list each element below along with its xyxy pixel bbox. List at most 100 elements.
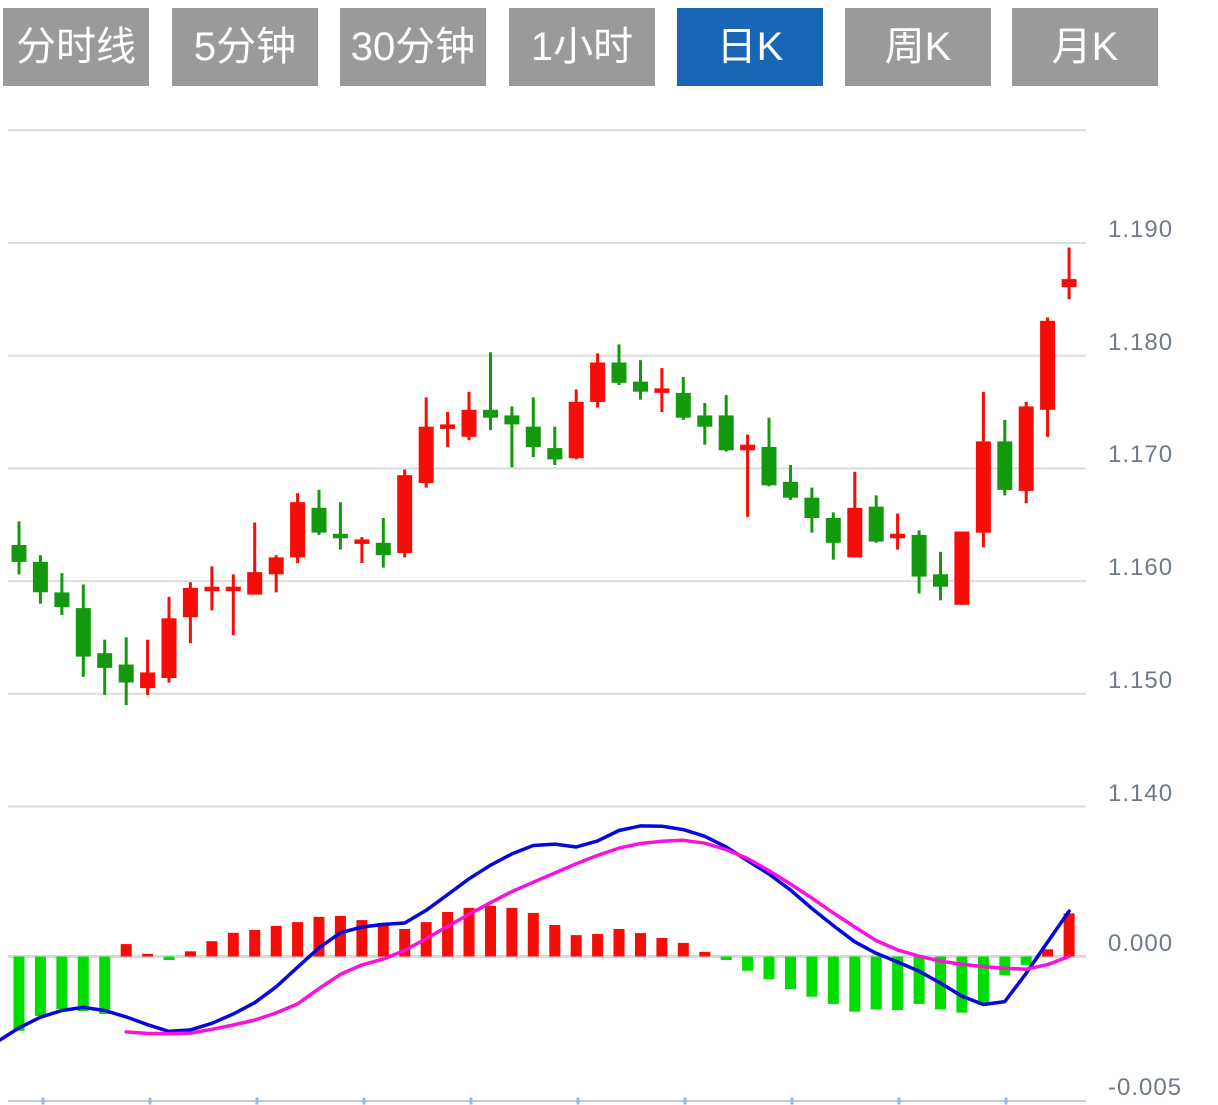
x-axis bbox=[8, 1097, 1086, 1105]
x-axis-tick bbox=[576, 1097, 580, 1105]
macd-bar bbox=[870, 956, 882, 1010]
macd-bar bbox=[720, 956, 732, 960]
candle-body-down bbox=[611, 362, 627, 383]
candle-body-down bbox=[54, 592, 70, 608]
x-axis-tick bbox=[790, 1097, 794, 1105]
macd-bar bbox=[34, 956, 46, 1016]
candle-body-down bbox=[332, 533, 348, 539]
x-axis-tick bbox=[148, 1097, 152, 1105]
candle-body-down bbox=[761, 447, 777, 486]
candle-body-down bbox=[804, 497, 820, 518]
candle-wick bbox=[639, 360, 642, 400]
macd-bar bbox=[463, 907, 475, 957]
candle-body-up bbox=[1040, 320, 1056, 410]
timeframe-button-1小时[interactable]: 1小时 bbox=[509, 8, 655, 86]
candle-body-up bbox=[1018, 406, 1034, 491]
macd-bar bbox=[549, 925, 561, 957]
candle-wick bbox=[338, 502, 342, 550]
candle-body-down bbox=[868, 506, 884, 542]
candle-body-down bbox=[825, 518, 841, 543]
macd-bar bbox=[206, 941, 218, 957]
macd-bar bbox=[13, 956, 25, 1031]
candle-wick bbox=[446, 412, 450, 447]
macd-bar bbox=[56, 956, 68, 1010]
macd-bar bbox=[77, 956, 89, 1012]
macd-bar bbox=[806, 956, 818, 997]
candle-body-up bbox=[397, 475, 413, 553]
candle-wick bbox=[360, 537, 364, 563]
candle-body-up bbox=[590, 362, 606, 402]
candle-body-up bbox=[418, 426, 434, 483]
candle-body-up bbox=[204, 586, 220, 592]
macd-bar bbox=[1020, 956, 1032, 965]
candle-wick bbox=[1067, 247, 1071, 300]
macd-bar bbox=[163, 956, 175, 960]
macd-bar bbox=[763, 956, 775, 980]
macd-bar bbox=[999, 956, 1011, 975]
macd-bar bbox=[485, 905, 496, 957]
candle-body-up bbox=[847, 507, 863, 558]
candle-body-up bbox=[161, 618, 177, 678]
macd-bar bbox=[292, 922, 304, 957]
x-axis-tick bbox=[469, 1097, 473, 1105]
macd-bar bbox=[656, 938, 668, 957]
candle-body-down bbox=[547, 448, 563, 460]
candle-wick bbox=[489, 352, 492, 431]
candle-body-up bbox=[1061, 279, 1077, 287]
macd-bar bbox=[313, 916, 325, 957]
candle-body-up bbox=[654, 388, 670, 393]
macd-bar bbox=[442, 912, 454, 957]
candle-body-down bbox=[525, 426, 541, 447]
timeframe-button-周K[interactable]: 周K bbox=[845, 8, 991, 86]
candle-body-up bbox=[954, 531, 970, 605]
x-axis-tick bbox=[255, 1097, 259, 1105]
candle-body-down bbox=[97, 653, 113, 668]
x-axis-tick bbox=[897, 1097, 901, 1105]
candle-body-down bbox=[75, 608, 91, 657]
macd-bar bbox=[699, 951, 711, 957]
macd-bar bbox=[184, 951, 196, 957]
macd-bar bbox=[120, 944, 132, 957]
macd-bar bbox=[270, 925, 282, 957]
candle-body-up bbox=[568, 401, 584, 459]
macd-bar bbox=[892, 956, 904, 1010]
macd-bar bbox=[956, 956, 968, 1013]
candle-body-down bbox=[504, 415, 520, 425]
candle-wick bbox=[553, 426, 557, 465]
candle-body-down bbox=[633, 381, 648, 392]
candle-body-up bbox=[890, 533, 906, 539]
timeframe-button-5分钟[interactable]: 5分钟 bbox=[172, 8, 318, 86]
candle-body-up bbox=[140, 672, 156, 689]
macd-bar bbox=[827, 956, 839, 1004]
macd-bar bbox=[570, 935, 582, 957]
candle-body-up bbox=[461, 409, 477, 437]
macd-bar bbox=[377, 923, 389, 957]
candle-body-up bbox=[740, 444, 756, 451]
candle-body-down bbox=[997, 441, 1013, 490]
candle-body-down bbox=[675, 392, 691, 418]
macd-bar bbox=[399, 929, 411, 957]
macd-bar bbox=[849, 956, 861, 1012]
candle-body-down bbox=[11, 545, 27, 562]
timeframe-button-日K-active[interactable]: 日K bbox=[677, 8, 823, 86]
x-axis-tick bbox=[362, 1097, 366, 1105]
macd-bar bbox=[1042, 949, 1054, 957]
candle-body-up bbox=[225, 586, 241, 592]
timeframe-button-月K[interactable]: 月K bbox=[1012, 8, 1158, 86]
timeframe-button-30分钟[interactable]: 30分钟 bbox=[340, 8, 486, 86]
candlestick-series bbox=[11, 247, 1077, 705]
candle-body-down bbox=[783, 481, 798, 498]
macd-bar bbox=[635, 933, 646, 957]
candle-body-down bbox=[718, 415, 734, 451]
candle-body-up bbox=[182, 587, 198, 618]
macd-bar bbox=[334, 916, 346, 957]
macd-bar bbox=[913, 956, 925, 1004]
macd-bar bbox=[356, 920, 368, 957]
candle-body-up bbox=[247, 572, 263, 595]
timeframe-button-分时线[interactable]: 分时线 bbox=[3, 8, 149, 86]
candle-body-down bbox=[697, 415, 713, 427]
macd-histogram bbox=[13, 905, 1075, 1031]
macd-bar bbox=[527, 912, 539, 957]
